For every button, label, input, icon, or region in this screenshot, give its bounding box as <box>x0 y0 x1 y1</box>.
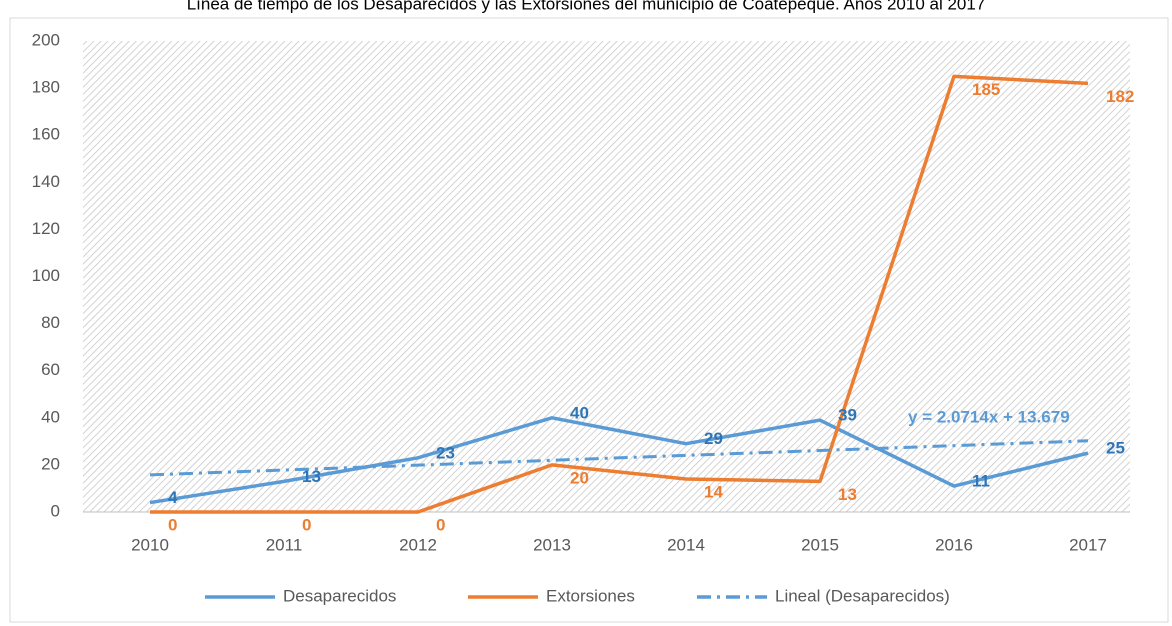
y-tick-label: 100 <box>32 266 60 285</box>
y-tick-label: 160 <box>32 125 60 144</box>
trendline <box>149 439 1089 477</box>
data-label: 39 <box>838 406 857 425</box>
data-label: 29 <box>704 429 723 448</box>
y-tick-label: 0 <box>51 501 60 520</box>
line <box>150 74 1089 514</box>
legend-label: Extorsiones <box>546 586 635 605</box>
line <box>149 416 1089 505</box>
x-tick-label: 2011 <box>266 535 303 554</box>
y-tick-label: 180 <box>32 78 60 97</box>
chart-title: Línea de tiempo de los Desaparecidos y l… <box>187 0 986 13</box>
y-tick-label: 40 <box>41 407 60 426</box>
y-tick-label: 200 <box>32 30 60 49</box>
data-label: 13 <box>838 485 857 504</box>
y-tick-label: 60 <box>41 360 60 379</box>
legend-label: Desaparecidos <box>283 586 396 605</box>
data-label: 4 <box>168 488 178 507</box>
x-tick-label: 2017 <box>1069 535 1107 554</box>
x-tick-label: 2016 <box>935 535 973 554</box>
x-tick-label: 2012 <box>399 535 437 554</box>
y-tick-label: 20 <box>41 454 60 473</box>
data-label: 23 <box>436 443 455 462</box>
y-tick-label: 80 <box>41 313 60 332</box>
data-label: 25 <box>1106 439 1125 458</box>
chart-border <box>9 17 1169 623</box>
data-label: 0 <box>168 515 177 534</box>
data-label: 40 <box>570 403 589 422</box>
data-label: 182 <box>1106 87 1134 106</box>
data-label: 0 <box>436 515 445 534</box>
x-tick-label: 2015 <box>801 535 839 554</box>
data-label: 14 <box>704 483 723 502</box>
data-label: 0 <box>302 515 311 534</box>
y-tick-label: 120 <box>32 219 60 238</box>
data-label: 20 <box>570 468 589 487</box>
x-tick-label: 2014 <box>667 535 705 554</box>
data-label: 11 <box>972 472 990 491</box>
data-label: 185 <box>972 80 1000 99</box>
y-tick-label: 140 <box>32 172 60 191</box>
plot-area <box>83 41 1130 512</box>
x-tick-label: 2010 <box>131 535 169 554</box>
data-label: 13 <box>302 467 321 486</box>
legend-label: Lineal (Desaparecidos) <box>775 586 950 605</box>
x-tick-label: 2013 <box>533 535 571 554</box>
trend-equation: y = 2.0714x + 13.679 <box>908 407 1070 426</box>
